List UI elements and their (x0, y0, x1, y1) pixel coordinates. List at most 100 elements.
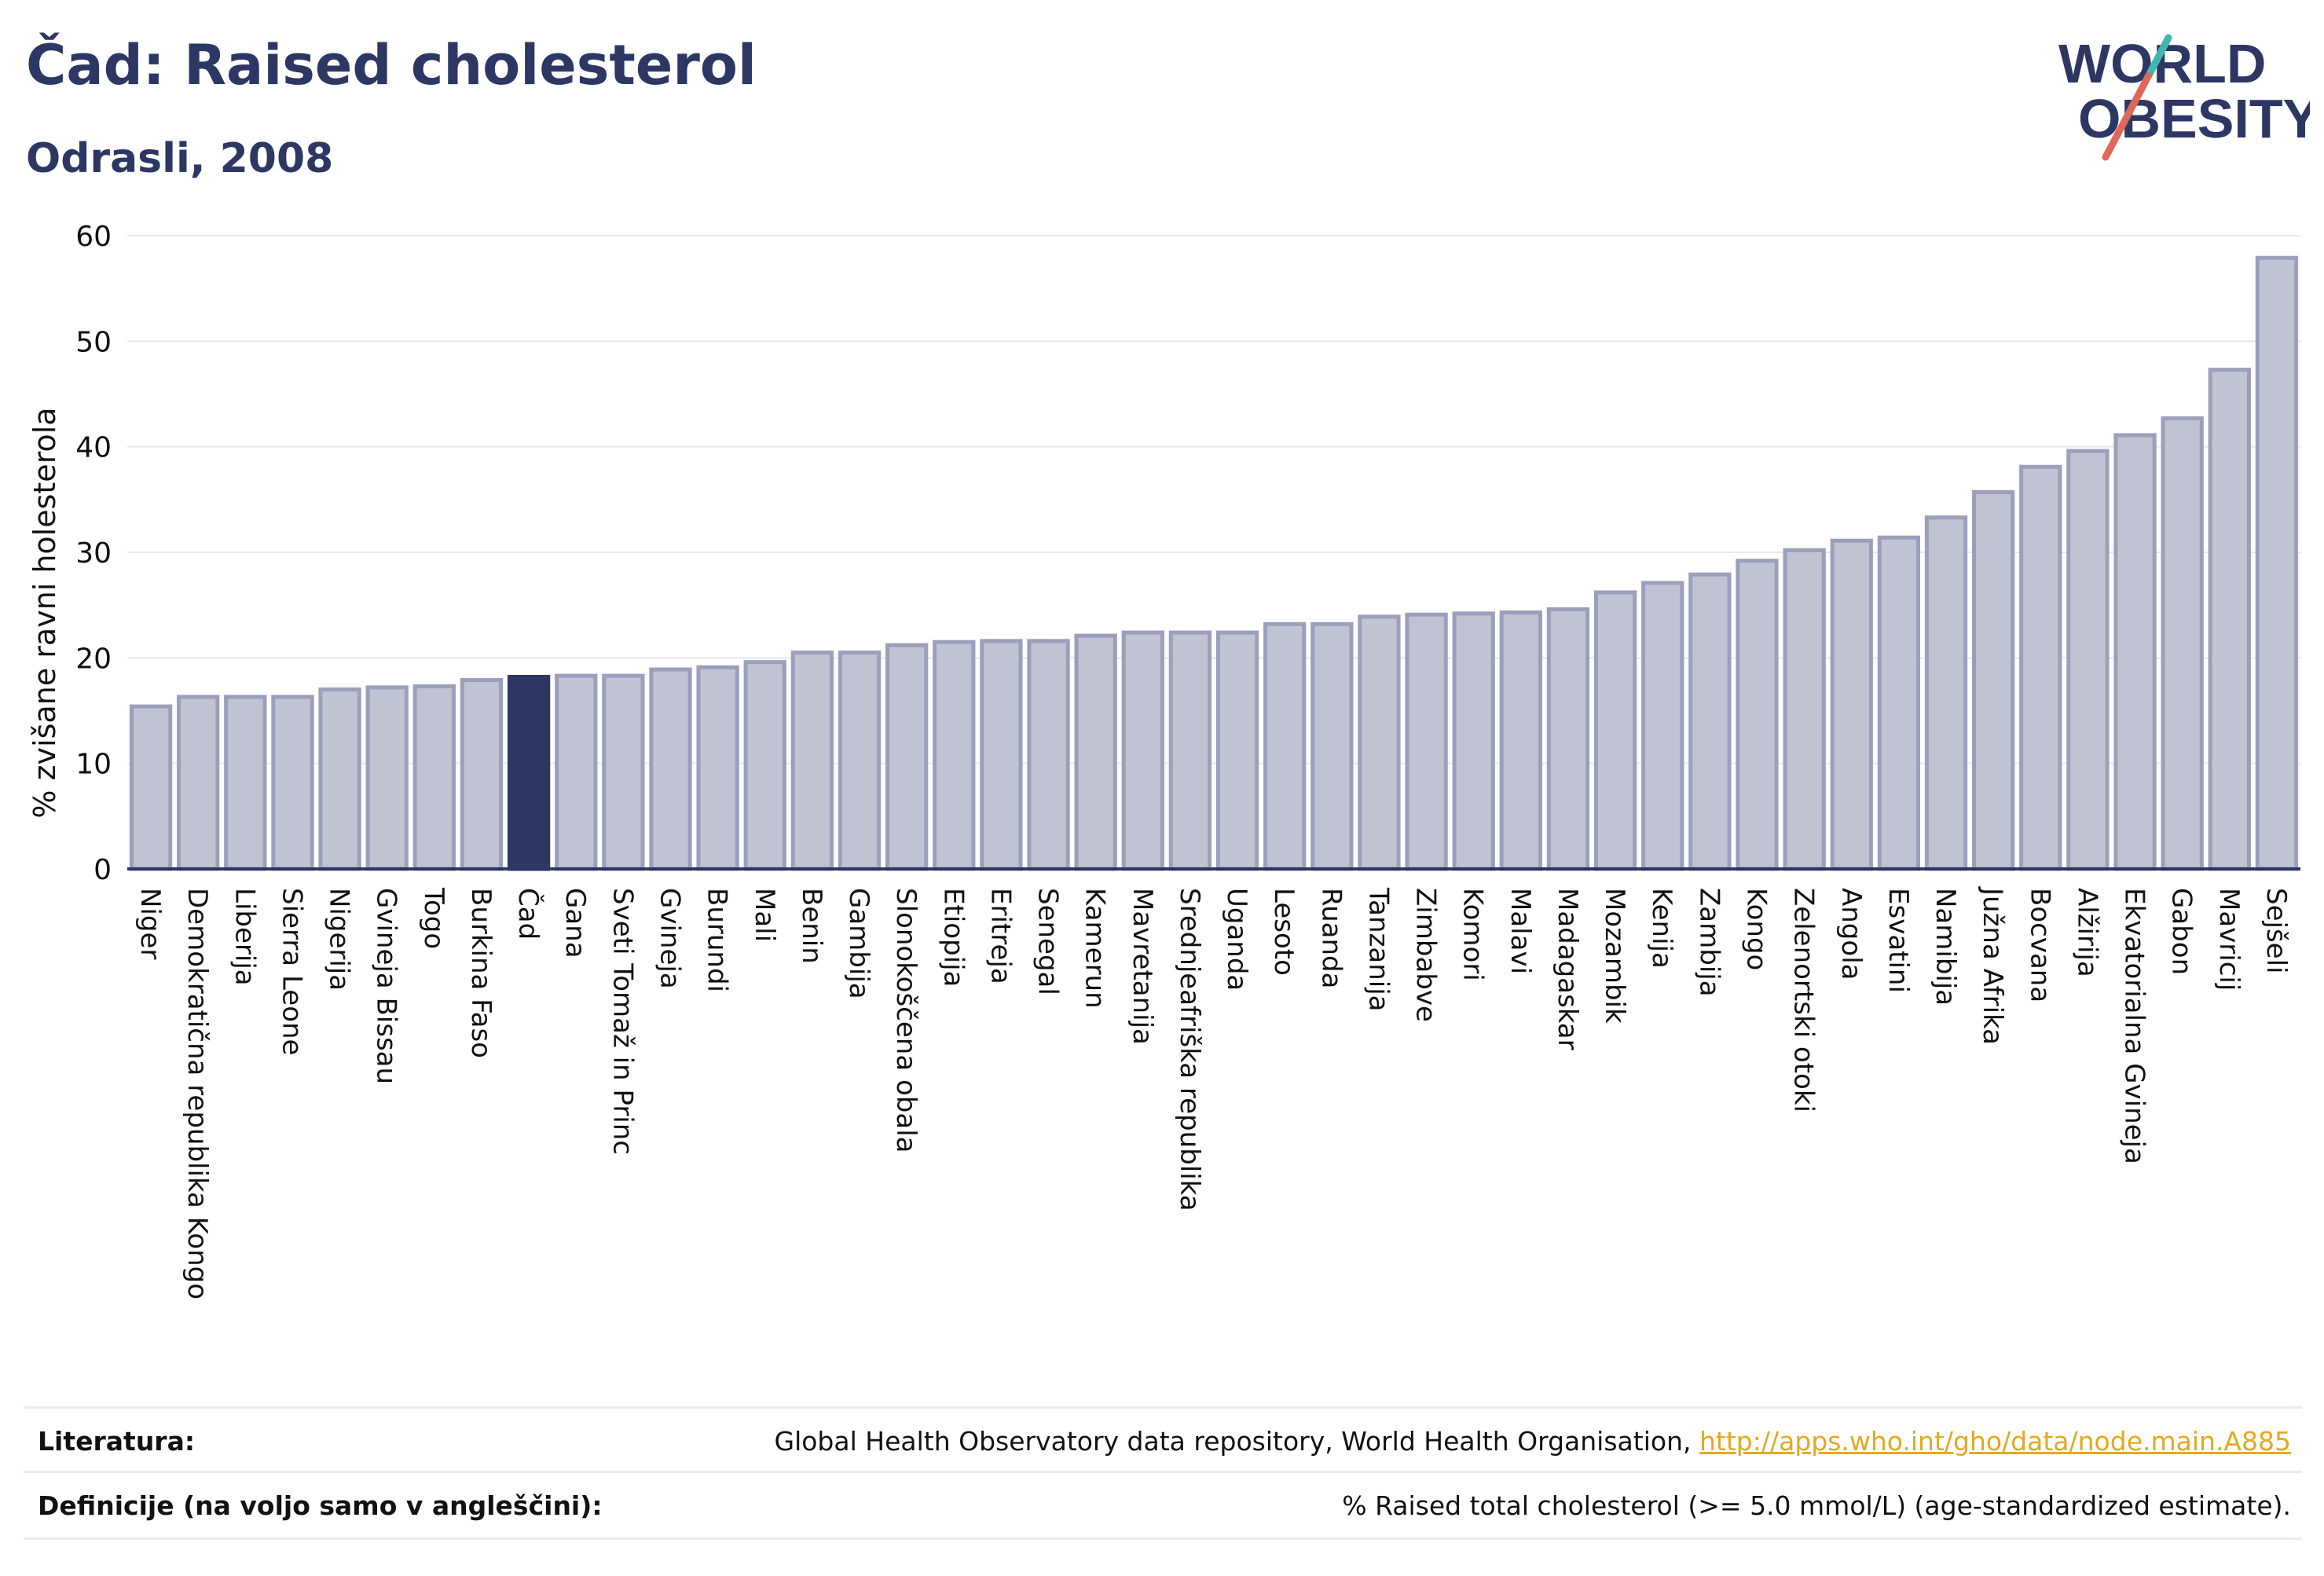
x-tick-label: Alžirija (2071, 888, 2102, 977)
x-tick-label: Burkina Faso (465, 888, 497, 1058)
x-tick-label: Bocvana (2024, 888, 2055, 1002)
x-tick-label: Ruanda (1315, 888, 1347, 988)
x-tick-label: Kamerun (1080, 888, 1111, 1009)
x-tick-label: Mavricij (2213, 888, 2245, 991)
footer-sources-label: Literatura: (38, 1426, 196, 1457)
bar (1736, 559, 1779, 871)
x-tick-label: Kongo (1741, 888, 1772, 970)
y-axis-label: % zvišane ravni holesterola (27, 407, 62, 818)
x-tick-label: Srednjeafriška republika (1174, 888, 1205, 1211)
x-tick-label: Zimbabve (1410, 888, 1442, 1022)
y-tick-label: 50 (75, 326, 112, 358)
x-tick-label: Burundi (702, 888, 733, 992)
bar (838, 651, 882, 871)
y-tick-label: 30 (75, 537, 112, 570)
bar (885, 643, 929, 871)
x-tick-label: Namibija (1930, 888, 1961, 1006)
x-tick-label: Čad (512, 888, 544, 940)
bar (129, 704, 173, 871)
bar (2208, 368, 2251, 871)
bar (318, 687, 361, 871)
x-tick-label: Liberija (229, 888, 260, 986)
bar (1405, 612, 1448, 871)
bar (1924, 515, 1968, 871)
bar (177, 695, 220, 871)
x-tick-label: Togo (418, 887, 449, 949)
bar (1641, 581, 1684, 871)
y-tick-label: 10 (75, 749, 112, 781)
footer-sources-row: Literatura: Global Health Observatory da… (24, 1406, 2302, 1473)
x-tick-label: Niger (134, 888, 166, 959)
page-title: Čad: Raised cholesterol (26, 33, 757, 97)
x-tick-label: Demokratična republika Kongo (181, 888, 213, 1299)
bar (2113, 433, 2157, 871)
bar (1215, 630, 1259, 871)
bar (271, 695, 314, 871)
x-tick-label: Gambija (843, 888, 874, 999)
x-tick-label: Uganda (1221, 888, 1252, 991)
bar (933, 640, 976, 871)
x-tick-label: Benin (796, 888, 827, 964)
bar (696, 665, 739, 871)
bar (1546, 607, 1590, 871)
bar (1263, 621, 1307, 871)
bar (1168, 630, 1212, 871)
bar (555, 673, 598, 871)
bar (507, 675, 551, 871)
bar (460, 678, 504, 871)
bar (224, 695, 267, 871)
x-tick-label: Eritreja (984, 888, 1016, 984)
footer-sources-link[interactable]: http://apps.who.int/gho/data/node.main.A… (1699, 1426, 2291, 1457)
x-tick-label: Gvineja (654, 888, 686, 989)
bar (2255, 255, 2299, 871)
logo-slash-coral (2102, 67, 2155, 161)
x-tick-label: Južna Afrika (1977, 886, 2008, 1045)
bar (1310, 621, 1354, 871)
bar (365, 685, 409, 871)
bar (1688, 572, 1732, 871)
x-tick-label: Ekvatorialna Gvineja (2119, 888, 2150, 1164)
x-tick-label: Madagaskar (1552, 888, 1583, 1050)
x-tick-label: Slonokoščena obala (890, 888, 922, 1153)
bar (1074, 633, 1117, 871)
x-tick-label: Mavretanija (1127, 888, 1158, 1045)
x-tick-label: Mali (749, 888, 780, 942)
x-tick-label: Zelenortski otoki (1788, 888, 1820, 1112)
page-subtitle: Odrasli, 2008 (26, 135, 334, 182)
bar-chart: 0 10 20 30 40 50 60 Niger Demokratična republik… (27, 221, 2300, 1299)
bar (1358, 614, 1401, 871)
x-tick-label: Angola (1835, 888, 1867, 980)
bar (2066, 449, 2110, 871)
bar (649, 667, 692, 871)
x-tick-label: Zambija (1693, 888, 1725, 997)
bar (1830, 538, 1873, 871)
footer-definitions-label: Definicije (na voljo samo v angleščini): (38, 1490, 603, 1521)
x-tick-label: Nigerija (324, 888, 355, 991)
bar (1593, 590, 1637, 871)
x-tick-label: Senegal (1032, 888, 1064, 995)
footer-sources-text: Global Health Observatory data repositor… (774, 1426, 1692, 1457)
bars (129, 255, 2299, 871)
x-axis-labels: Niger Demokratična republika Kongo Liberij… (134, 886, 2292, 1299)
bar (743, 660, 786, 871)
bar (1121, 630, 1164, 871)
y-axis-ticks: 0 10 20 30 40 50 60 (75, 221, 112, 886)
bar (1971, 489, 2015, 871)
x-tick-label: Malavi (1505, 888, 1536, 974)
y-tick-label: 40 (75, 432, 112, 464)
bar (602, 673, 645, 871)
bar (1783, 548, 1826, 871)
bar (1452, 611, 1495, 871)
y-tick-label: 60 (75, 221, 112, 253)
x-tick-label: Komori (1457, 888, 1489, 981)
bar (1877, 535, 1921, 871)
x-tick-label: Gvineja Bissau (371, 888, 402, 1084)
x-tick-label: Sierra Leone (276, 888, 307, 1055)
x-tick-label: Sveti Tomaž in Princ (607, 888, 638, 1155)
footer-definitions-text: % Raised total cholesterol (>= 5.0 mmol/… (1342, 1490, 2291, 1521)
x-tick-label: Sejšeli (2260, 888, 2292, 973)
x-tick-label: Esvatini (1882, 888, 1914, 993)
footer-definitions-row: Definicije (na voljo samo v angleščini):… (24, 1471, 2302, 1540)
bar (2019, 464, 2062, 871)
footer-sources-value: Global Health Observatory data repositor… (775, 1426, 2292, 1457)
